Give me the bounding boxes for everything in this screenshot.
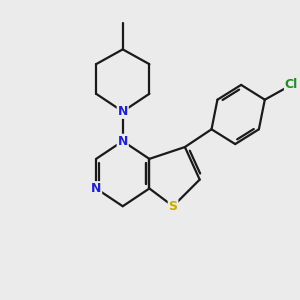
Text: N: N	[118, 135, 128, 148]
Text: S: S	[169, 200, 178, 213]
Text: Cl: Cl	[285, 78, 298, 92]
Text: N: N	[118, 105, 128, 118]
Text: N: N	[91, 182, 101, 195]
